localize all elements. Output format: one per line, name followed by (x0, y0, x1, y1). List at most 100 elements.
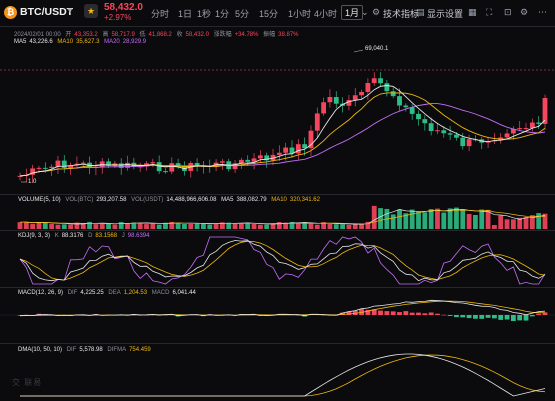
candle[interactable] (333, 97, 339, 104)
candle[interactable] (36, 167, 42, 169)
candle[interactable] (346, 99, 352, 106)
candle[interactable] (371, 78, 377, 84)
candle[interactable] (283, 147, 289, 153)
candle[interactable] (220, 161, 225, 163)
indicators-button[interactable]: 技术指标 (383, 9, 420, 19)
volume-bar (333, 224, 339, 229)
kdj-chart[interactable] (0, 231, 555, 286)
candle[interactable] (378, 78, 383, 84)
candle[interactable] (409, 107, 415, 114)
candle[interactable] (30, 168, 36, 175)
candle[interactable] (194, 163, 200, 166)
candle[interactable] (542, 98, 548, 124)
candle[interactable] (510, 129, 516, 134)
fullscreen-icon[interactable]: ⛶ (486, 7, 493, 17)
chevron-down-icon[interactable]: ▼ (66, 6, 74, 15)
candle[interactable] (125, 162, 130, 168)
layout-icon[interactable]: ▦ (468, 7, 477, 17)
candle[interactable] (352, 95, 358, 100)
candle[interactable] (17, 175, 23, 177)
candle[interactable] (61, 160, 67, 168)
dma-chart[interactable] (0, 344, 555, 401)
display-settings-button[interactable]: 显示设置 (427, 9, 464, 19)
candle[interactable] (460, 137, 466, 147)
candle[interactable] (416, 113, 421, 120)
indicators-icon[interactable]: ⚙ (372, 7, 381, 17)
volume-bar (510, 219, 516, 229)
candle[interactable] (169, 163, 175, 172)
candle[interactable] (276, 152, 282, 155)
candle[interactable] (523, 128, 529, 130)
timeframe-1s[interactable]: 1秒 (197, 9, 212, 19)
candle[interactable] (435, 130, 440, 132)
snapshot-icon[interactable]: ⊡ (504, 7, 512, 17)
timeframe-5m[interactable]: 5分 (235, 9, 250, 19)
settings-icon[interactable]: ⚙ (520, 7, 529, 17)
candle[interactable] (238, 159, 244, 164)
candle[interactable] (68, 165, 74, 168)
timeframe-tick[interactable]: 分时 (151, 9, 170, 19)
timeframe-1m[interactable]: 1分 (215, 9, 230, 19)
candle[interactable] (504, 133, 510, 138)
candle[interactable] (295, 144, 301, 154)
candle[interactable] (397, 96, 402, 106)
candle[interactable] (308, 130, 314, 149)
candle[interactable] (403, 105, 409, 108)
candle[interactable] (327, 97, 333, 103)
candle[interactable] (529, 122, 535, 129)
candle[interactable] (55, 160, 61, 167)
candle[interactable] (144, 163, 149, 167)
favorite-star-icon[interactable]: ★ (84, 4, 98, 18)
candle[interactable] (270, 154, 276, 161)
candle[interactable] (156, 162, 162, 172)
volume-bar (352, 223, 358, 229)
candle[interactable] (150, 162, 156, 164)
candle[interactable] (359, 91, 364, 96)
candle[interactable] (80, 162, 86, 164)
ma20-line (19, 103, 546, 177)
candlestick-chart[interactable] (0, 26, 555, 194)
candle[interactable] (428, 123, 434, 132)
candle[interactable] (257, 155, 263, 159)
display-settings-icon[interactable]: ▤ (416, 7, 425, 17)
volume-bar (251, 223, 257, 229)
candle[interactable] (289, 147, 295, 154)
volume-bar (365, 221, 371, 229)
symbol-selector[interactable]: BTC/USDT (20, 6, 74, 18)
candle[interactable] (466, 139, 472, 147)
timeframe-1mo[interactable]: 1月 (341, 5, 364, 20)
candle[interactable] (314, 113, 320, 131)
candle[interactable] (422, 119, 428, 124)
candle[interactable] (517, 128, 523, 130)
candle[interactable] (447, 133, 453, 135)
candle[interactable] (536, 122, 542, 124)
candle[interactable] (245, 159, 251, 162)
candle[interactable] (49, 166, 55, 168)
candle[interactable] (321, 102, 327, 114)
timeframe-dropdown-icon[interactable]: ⌄ (361, 7, 369, 17)
candle[interactable] (163, 171, 168, 173)
candle[interactable] (251, 158, 257, 162)
volume-bar (49, 223, 55, 229)
timeframe-4h[interactable]: 4小时 (314, 9, 338, 19)
timeframe-1h[interactable]: 1小时 (288, 9, 312, 19)
candle[interactable] (441, 130, 447, 134)
candle[interactable] (175, 163, 181, 167)
candle[interactable] (454, 134, 459, 138)
candle[interactable] (232, 163, 238, 170)
candle[interactable] (264, 155, 270, 161)
volume-chart[interactable] (0, 195, 555, 230)
candle[interactable] (302, 144, 308, 149)
candle[interactable] (42, 167, 48, 169)
macd-chart[interactable] (0, 288, 555, 342)
candle[interactable] (384, 83, 390, 92)
volume-bar (36, 221, 42, 229)
timeframe-1d[interactable]: 1日 (178, 9, 193, 19)
candle[interactable] (390, 91, 396, 97)
more-icon[interactable]: ⋯ (538, 7, 547, 17)
candle[interactable] (106, 161, 111, 166)
candle[interactable] (365, 83, 371, 92)
volume-bar (264, 224, 270, 229)
timeframe-15m[interactable]: 15分 (259, 9, 279, 19)
volume-bar (23, 221, 29, 229)
